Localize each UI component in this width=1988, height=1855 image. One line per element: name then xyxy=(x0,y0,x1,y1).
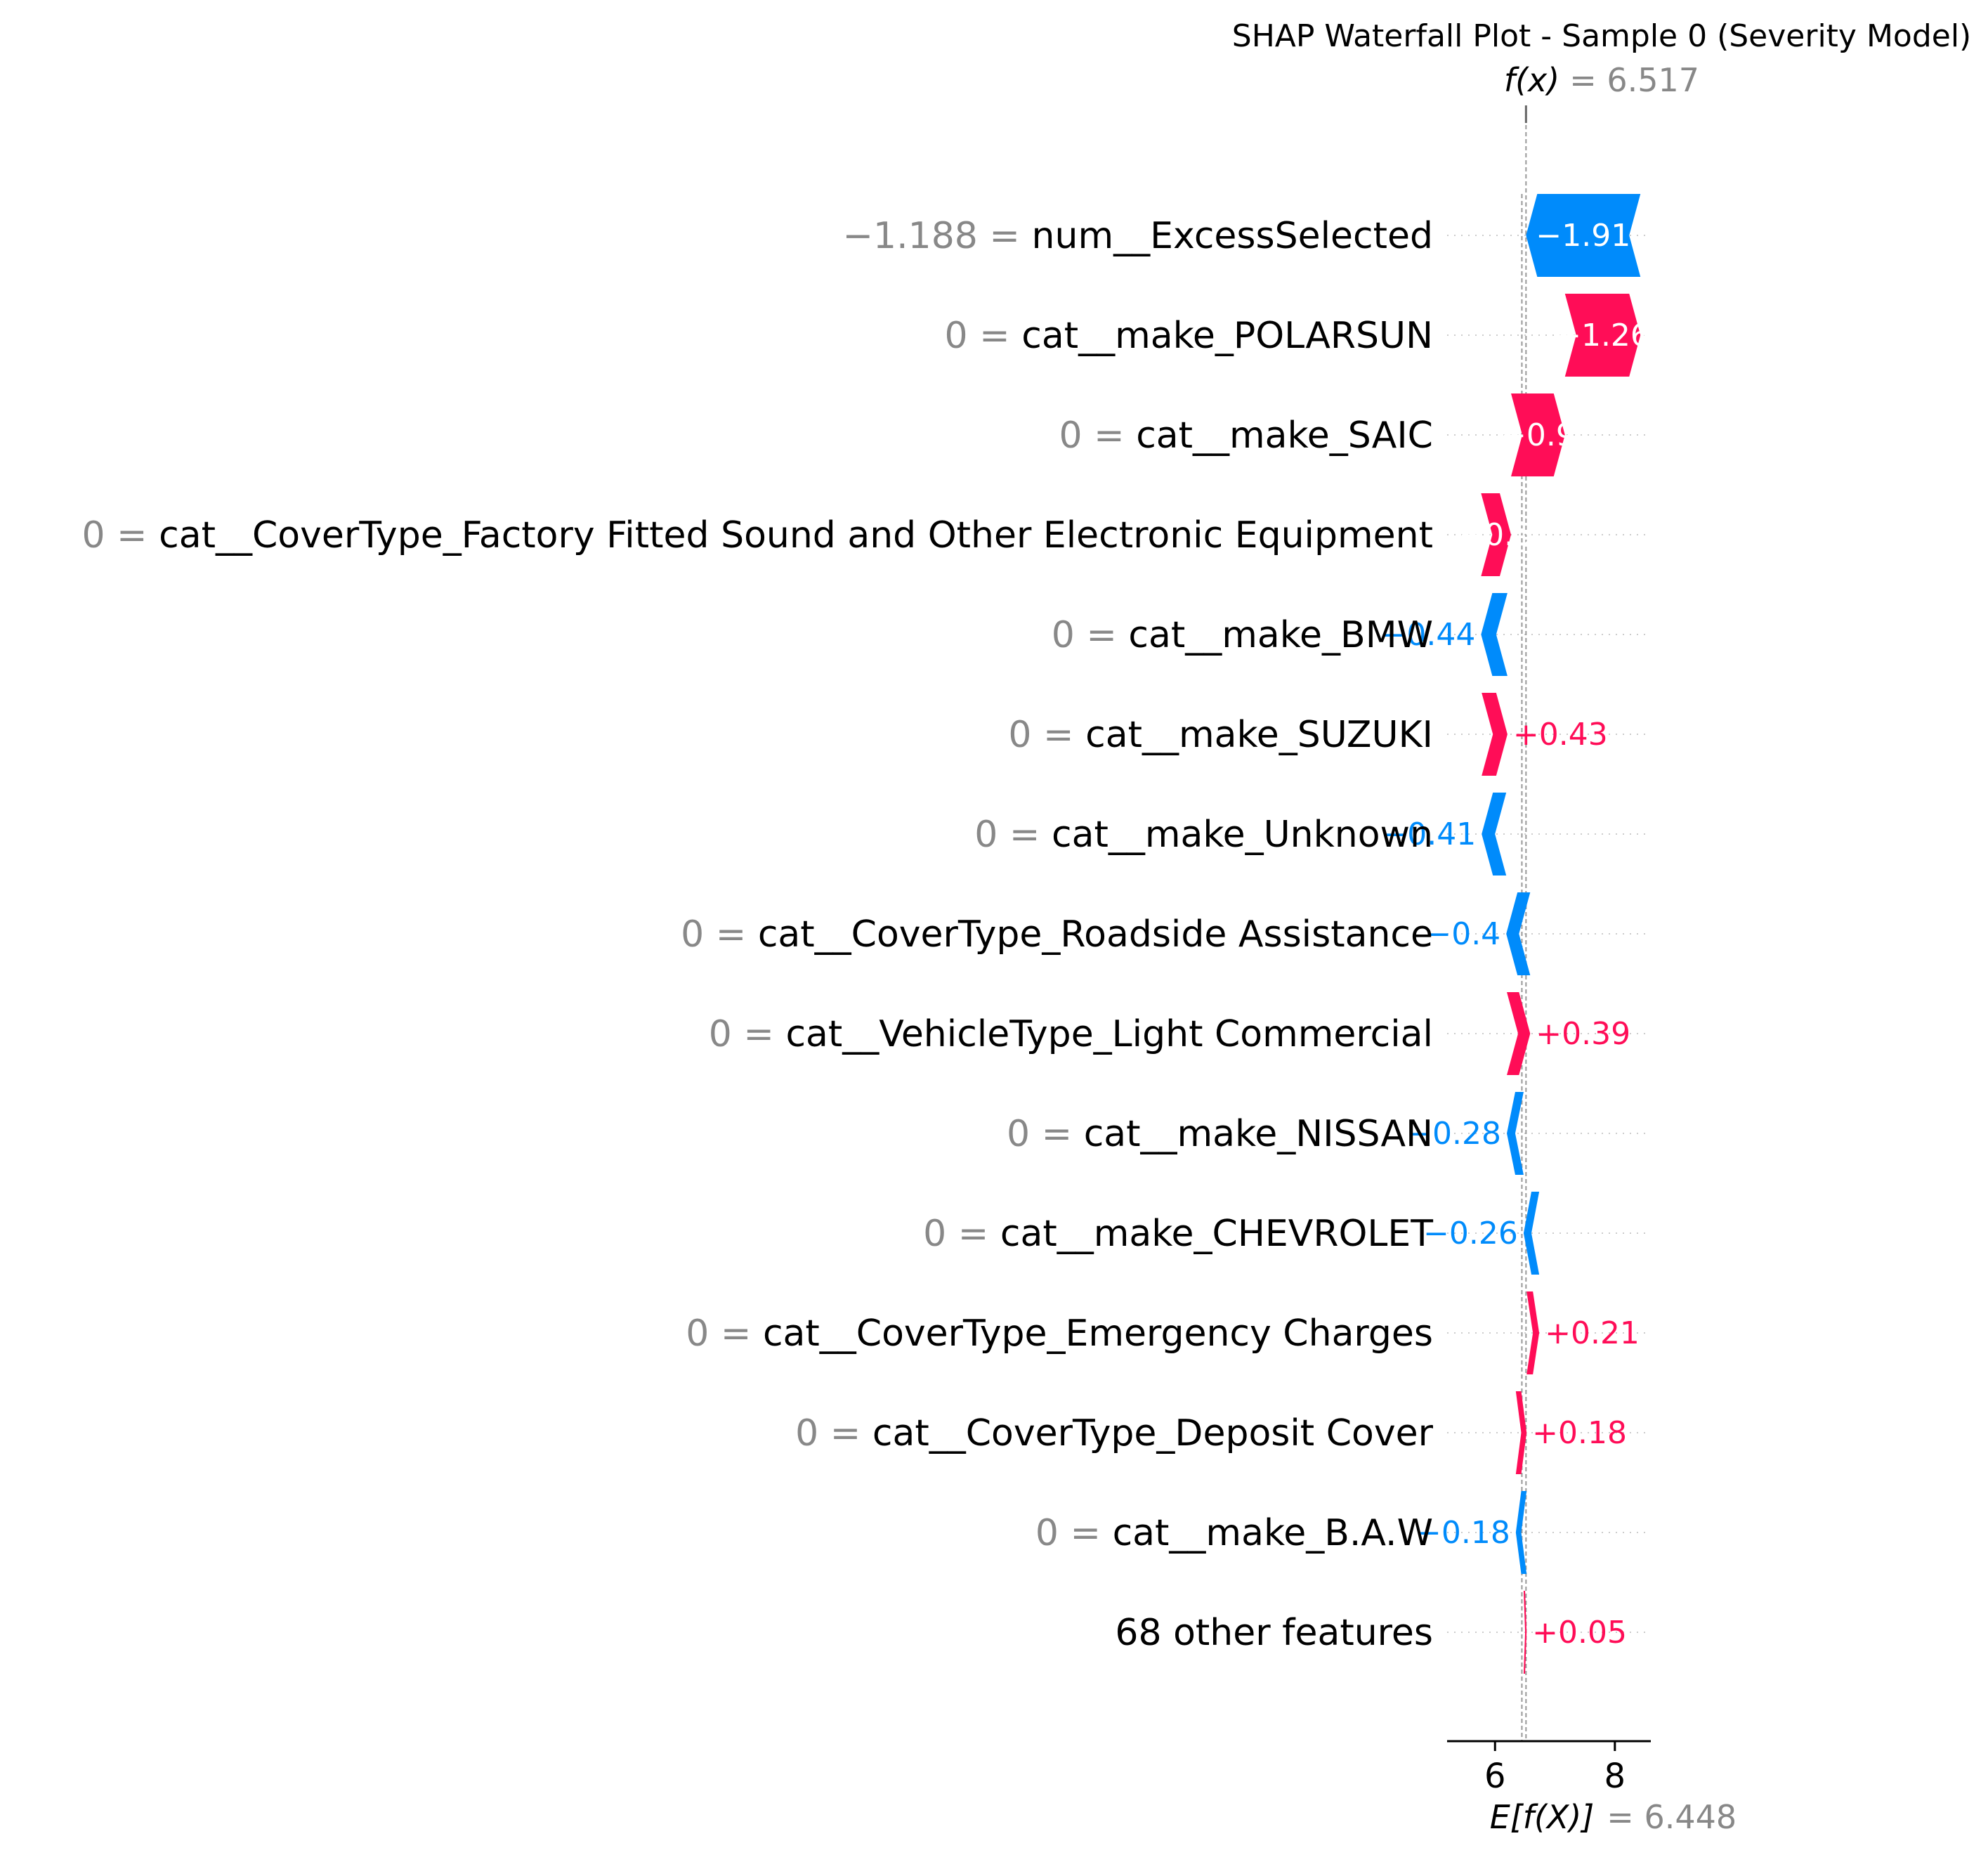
fx-annotation: f(x) = 6.517 xyxy=(1504,61,1699,99)
negative-bar xyxy=(1526,194,1641,277)
feature-label: 0 = cat__make_B.A.W xyxy=(1035,1512,1433,1554)
feature-value: 0 = xyxy=(81,514,159,556)
base-annotation: E[f(X)] = 6.448 xyxy=(1490,1798,1737,1836)
positive-bar xyxy=(1507,992,1531,1075)
feature-name: cat__make_NISSAN xyxy=(1084,1113,1433,1155)
feature-name: cat__CoverType_Factory Fitted Sound and … xyxy=(159,514,1433,556)
bar-value-label: +0.05 xyxy=(1532,1615,1627,1651)
negative-bar xyxy=(1523,1192,1540,1275)
feature-value: 0 = xyxy=(923,1213,1000,1255)
feature-value: 0 = xyxy=(1035,1512,1113,1554)
feature-name: cat__make_Unknown xyxy=(1052,814,1433,856)
feature-label: 0 = cat__make_SUZUKI xyxy=(1008,714,1433,756)
x-tick-label: 6 xyxy=(1484,1757,1506,1796)
bar-value-label: +0.5 xyxy=(1458,517,1533,553)
x-tick-label: 8 xyxy=(1604,1757,1626,1796)
negative-bar xyxy=(1482,793,1507,876)
bar-value-label: −0.28 xyxy=(1406,1116,1501,1152)
feature-value: 0 = xyxy=(1059,415,1136,457)
positive-bar xyxy=(1526,1291,1540,1374)
feature-value: 0 = xyxy=(686,1313,763,1355)
row-gridlines xyxy=(1447,235,1651,1633)
bar-value-label: +0.21 xyxy=(1545,1315,1640,1351)
feature-name: 68 other features xyxy=(1115,1612,1433,1654)
bar-value-label: −0.44 xyxy=(1381,617,1476,653)
feature-name: num__ExcessSelected xyxy=(1032,215,1433,257)
feature-label: 0 = cat__make_Unknown xyxy=(974,814,1433,856)
feature-value: 0 = xyxy=(709,1013,786,1055)
feature-name: cat__make_CHEVROLET xyxy=(1000,1213,1433,1255)
positive-bar xyxy=(1564,294,1641,377)
bar-value-label: −0.26 xyxy=(1423,1216,1518,1251)
feature-name: cat__CoverType_Roadside Assistance xyxy=(758,913,1433,956)
bar-value-label: +1.26 xyxy=(1555,318,1650,353)
feature-label: 0 = cat__make_NISSAN xyxy=(1007,1113,1433,1155)
positive-bar xyxy=(1481,493,1512,576)
bar-value-label: +0.9 xyxy=(1500,417,1576,453)
feature-label: 0 = cat__CoverType_Factory Fitted Sound … xyxy=(81,514,1433,556)
negative-bar xyxy=(1515,1491,1527,1574)
negative-bar xyxy=(1507,1092,1524,1175)
feature-value: −1.188 = xyxy=(842,215,1031,257)
feature-value: 0 = xyxy=(1052,614,1129,656)
positive-bar xyxy=(1515,1391,1527,1474)
chart-title: SHAP Waterfall Plot - Sample 0 (Severity… xyxy=(1232,18,1971,54)
feature-label: 0 = cat__CoverType_Deposit Cover xyxy=(795,1412,1433,1454)
positive-bar xyxy=(1511,393,1565,476)
bars: −1.91 +1.26 +0.9 +0.5 −0.44 +0.43 −0.41 −0.4 +0.… xyxy=(1381,194,1650,1674)
bar-value-label: −1.91 xyxy=(1536,218,1630,254)
bar-value-label: −0.18 xyxy=(1415,1515,1510,1551)
feature-label: 0 = cat__make_BMW xyxy=(1052,614,1433,656)
feature-value: 0 = xyxy=(1007,1113,1084,1155)
feature-label: 0 = cat__make_SAIC xyxy=(1059,415,1433,457)
feature-name: cat__VehicleType_Light Commercial xyxy=(785,1013,1433,1055)
feature-value: 0 = xyxy=(681,913,758,956)
feature-name: cat__make_SUZUKI xyxy=(1085,714,1433,756)
positive-bar xyxy=(1482,693,1508,776)
feature-name: cat__make_SAIC xyxy=(1136,415,1433,457)
positive-bar xyxy=(1523,1591,1527,1674)
feature-label: 0 = cat__CoverType_Roadside Assistance xyxy=(681,913,1433,956)
fx-value: = 6.517 xyxy=(1569,61,1699,99)
bar-value-label: +0.43 xyxy=(1513,717,1608,753)
feature-value: 0 = xyxy=(945,315,1022,357)
negative-bar xyxy=(1481,593,1508,676)
feature-label: 0 = cat__CoverType_Emergency Charges xyxy=(686,1313,1433,1355)
feature-value: 0 = xyxy=(974,814,1052,856)
feature-label: 0 = cat__make_CHEVROLET xyxy=(923,1213,1433,1255)
bar-value-label: +0.39 xyxy=(1536,1016,1630,1052)
fx-label: f(x) xyxy=(1504,61,1559,99)
feature-labels: −1.188 = num__ExcessSelected 0 = cat__mak… xyxy=(81,215,1433,1654)
feature-name: cat__CoverType_Deposit Cover xyxy=(872,1412,1434,1454)
feature-name: cat__make_B.A.W xyxy=(1113,1512,1433,1554)
feature-value: 0 = xyxy=(1008,714,1085,756)
bar-value-label: +0.18 xyxy=(1532,1415,1627,1451)
feature-label: −1.188 = num__ExcessSelected xyxy=(842,215,1433,257)
bar-value-label: −0.41 xyxy=(1381,816,1476,852)
feature-name: cat__CoverType_Emergency Charges xyxy=(763,1313,1433,1355)
feature-value: 0 = xyxy=(795,1412,872,1454)
feature-label: 68 other features xyxy=(1115,1612,1433,1654)
feature-label: 0 = cat__VehicleType_Light Commercial xyxy=(709,1013,1433,1055)
negative-bar xyxy=(1506,892,1531,975)
base-value: = 6.448 xyxy=(1607,1798,1737,1836)
bar-value-label: −0.4 xyxy=(1425,916,1500,952)
feature-name: cat__make_BMW xyxy=(1128,614,1433,656)
feature-label: 0 = cat__make_POLARSUN xyxy=(945,315,1433,357)
base-label: E[f(X)] xyxy=(1490,1798,1595,1836)
feature-name: cat__make_POLARSUN xyxy=(1021,315,1433,357)
